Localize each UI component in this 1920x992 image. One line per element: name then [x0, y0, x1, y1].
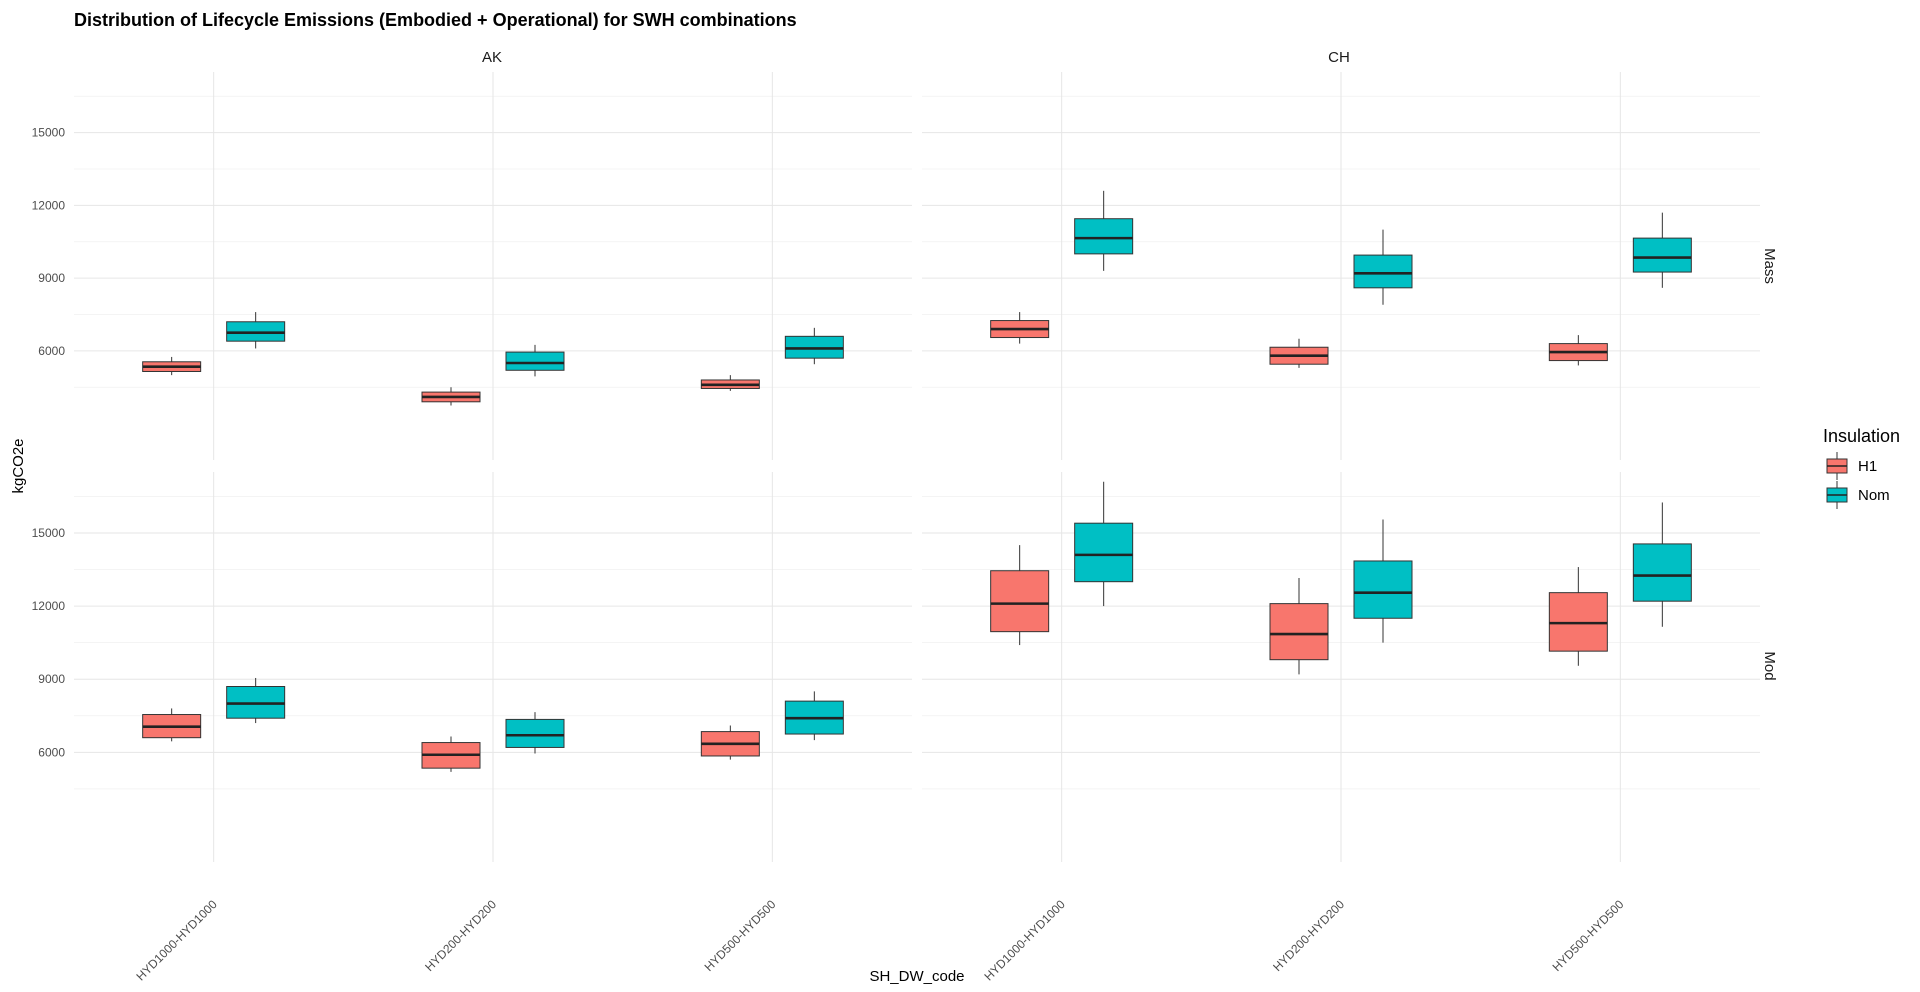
legend-item-nom: Nom	[1826, 481, 1890, 509]
box-iqr	[1074, 218, 1134, 255]
box-hyd200-hyd200-nom	[505, 712, 565, 754]
box-hyd1000-hyd1000-nom	[1074, 481, 1134, 607]
x-tick-label: HYD500-HYD500	[1550, 897, 1627, 974]
box-iqr	[1353, 560, 1413, 619]
boxes-mass-ch	[990, 190, 1692, 368]
panel-mass-ch	[922, 72, 1760, 460]
legend-label: Nom	[1858, 487, 1890, 504]
box-iqr	[1353, 254, 1413, 289]
x-tick-label: HYD500-HYD500	[702, 897, 779, 974]
boxes-mass-ak	[142, 312, 844, 406]
legend-label: H1	[1858, 458, 1877, 475]
y-tick-label: 9000	[38, 271, 65, 285]
y-tick-label: 6000	[38, 745, 65, 759]
box-hyd200-hyd200-nom	[1353, 229, 1413, 305]
box-iqr	[505, 718, 565, 748]
legend: Insulation H1 Nom	[1823, 426, 1900, 509]
box-hyd1000-hyd1000-nom	[1074, 190, 1134, 271]
y-tick-label: 12000	[32, 599, 66, 613]
x-tick-label: HYD1000-HYD1000	[133, 897, 220, 984]
box-iqr	[1269, 603, 1329, 661]
box-hyd500-hyd500-h1	[1548, 335, 1608, 366]
box-hyd1000-hyd1000-h1	[990, 545, 1050, 646]
legend-item-h1: H1	[1826, 452, 1877, 480]
facet-strip-ak: AK	[482, 49, 502, 66]
y-axis-title: kgCO2e	[10, 438, 27, 493]
chart-title: Distribution of Lifecycle Emissions (Emb…	[74, 10, 797, 30]
x-tick-label: HYD200-HYD200	[422, 897, 499, 974]
box-hyd500-hyd500-nom	[1632, 502, 1692, 627]
x-axis-title: SH_DW_code	[869, 968, 964, 985]
y-tick-label: 6000	[38, 344, 65, 358]
box-iqr	[1632, 237, 1692, 273]
box-iqr	[1632, 543, 1692, 602]
box-hyd500-hyd500-nom	[784, 327, 844, 365]
y-tick-label: 9000	[38, 672, 65, 686]
box-hyd1000-hyd1000-nom	[226, 677, 286, 724]
y-tick-label: 15000	[32, 126, 66, 140]
facet-strip-mass: Mass	[1761, 248, 1778, 284]
facet-strip-ch: CH	[1328, 49, 1350, 66]
box-hyd500-hyd500-h1	[700, 375, 760, 391]
box-hyd200-hyd200-h1	[1269, 338, 1329, 368]
box-hyd500-hyd500-nom	[1632, 212, 1692, 288]
y-tick-label: 15000	[32, 526, 66, 540]
boxes-mod-ch	[990, 481, 1692, 675]
box-hyd200-hyd200-nom	[1353, 519, 1413, 643]
box-hyd200-hyd200-h1	[1269, 578, 1329, 675]
legend-title: Insulation	[1823, 426, 1900, 446]
box-hyd1000-hyd1000-h1	[142, 356, 202, 376]
facet-strip-mod: Mod	[1761, 651, 1778, 680]
box-hyd500-hyd500-h1	[1548, 567, 1608, 666]
panel-mass-ak: 6000 9000 12000 15000	[32, 72, 912, 460]
box-iqr	[990, 570, 1050, 633]
boxes-mod-ak	[142, 677, 844, 772]
box-hyd1000-hyd1000-nom	[226, 312, 286, 349]
box-hyd200-hyd200-h1	[421, 736, 481, 772]
x-tick-label: HYD200-HYD200	[1270, 897, 1347, 974]
box-hyd1000-hyd1000-h1	[990, 312, 1050, 344]
box-hyd500-hyd500-h1	[700, 725, 760, 760]
box-hyd200-hyd200-h1	[421, 387, 481, 406]
box-hyd500-hyd500-nom	[784, 691, 844, 741]
facet-panels: 6000 9000 12000 15000 6000 9000 12000 15000 HYD1…	[32, 72, 1760, 984]
y-tick-label: 12000	[32, 198, 66, 212]
box-iqr	[1074, 522, 1134, 583]
box-hyd1000-hyd1000-h1	[142, 708, 202, 742]
box-iqr	[505, 351, 565, 371]
box-hyd200-hyd200-nom	[505, 344, 565, 377]
x-tick-label: HYD1000-HYD1000	[981, 897, 1068, 984]
